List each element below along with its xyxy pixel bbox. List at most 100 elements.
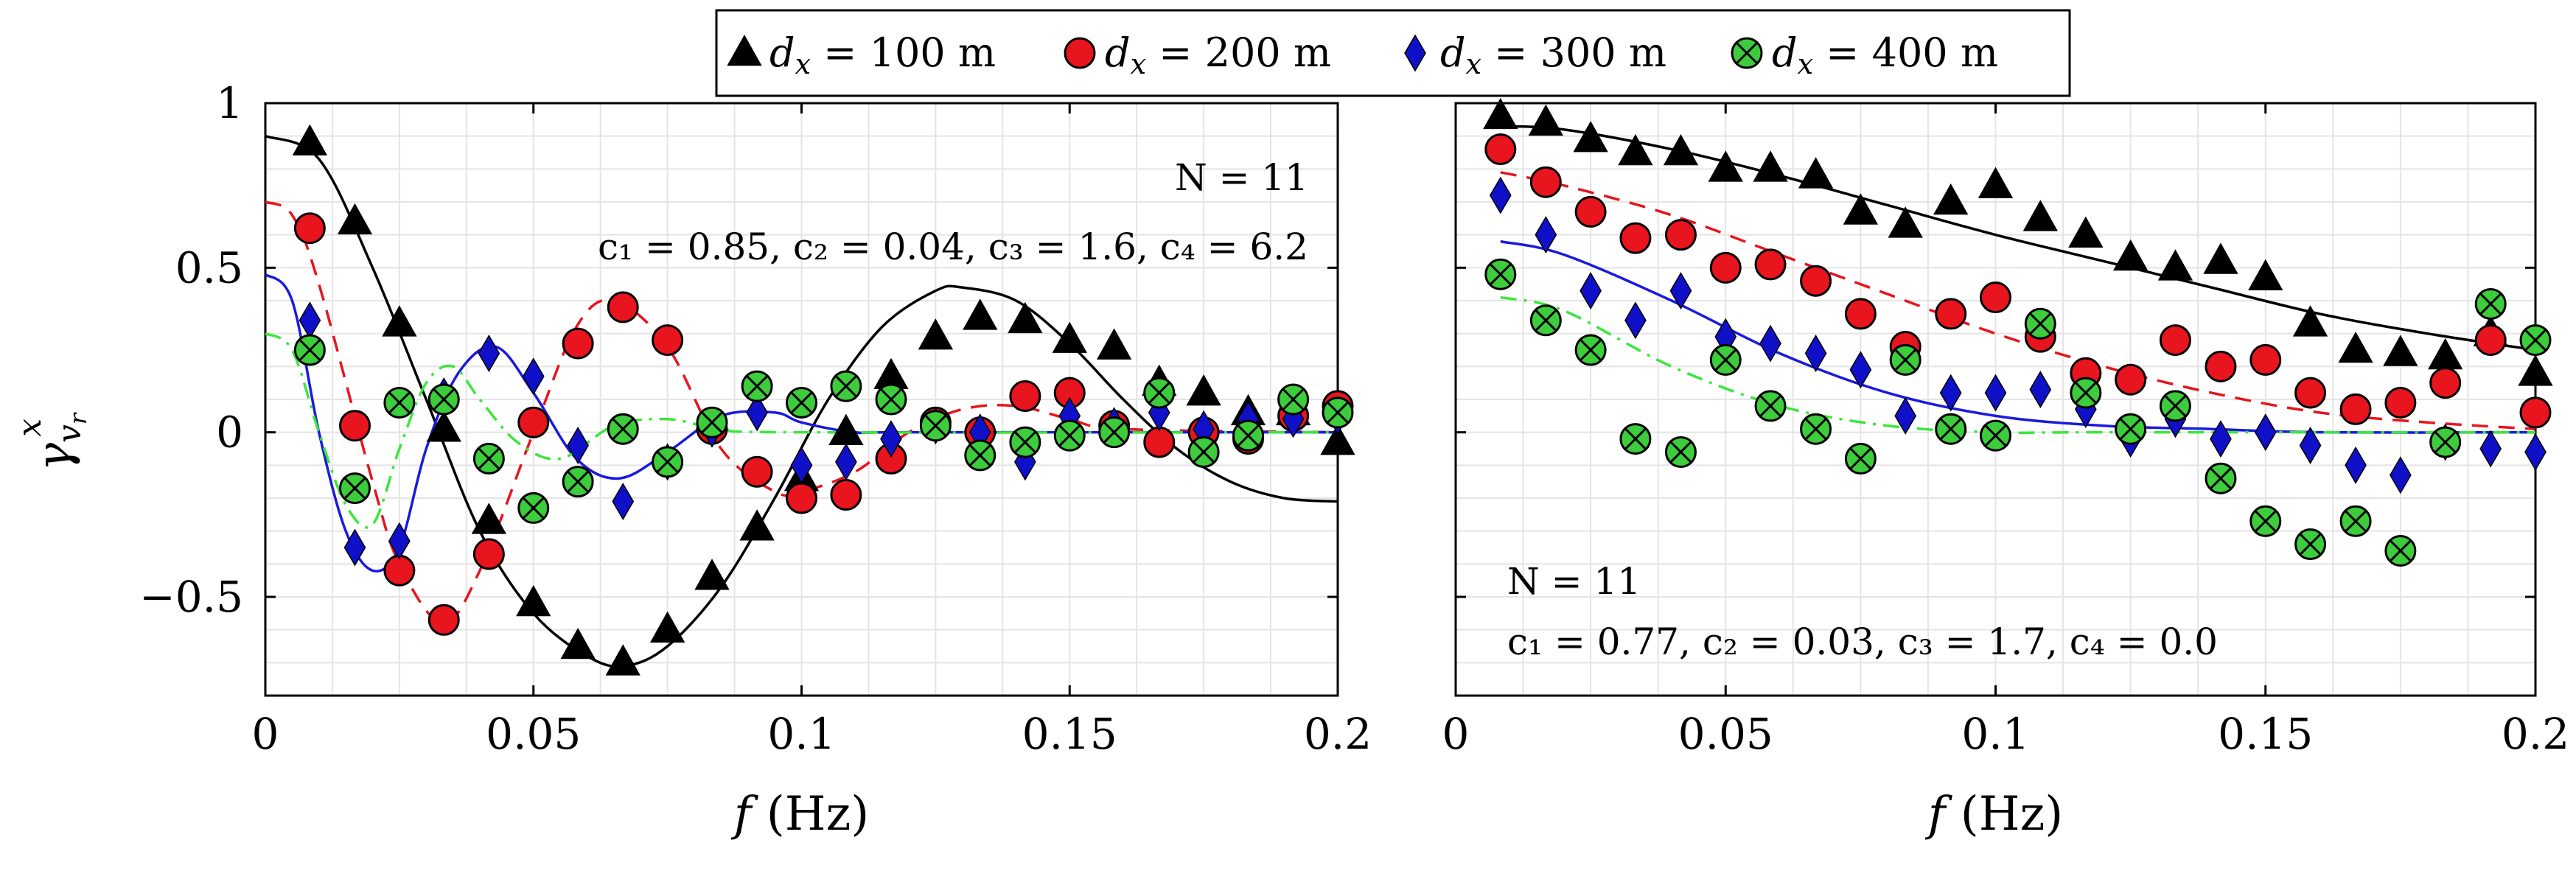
x-tick-label: 0.1 — [1961, 709, 2029, 759]
point-circle-cross — [2429, 426, 2462, 458]
annotation-coefficients: c₁ = 0.85, c₂ = 0.04, c₃ = 1.6, c₄ = 6.2 — [598, 225, 1308, 268]
point-triangle — [1618, 133, 1653, 166]
x-tick-label: 0 — [1442, 709, 1470, 759]
point-circle-cross — [1709, 343, 1742, 376]
point-triangle — [2248, 259, 2283, 291]
x-axis-title: f (Hz) — [731, 787, 870, 842]
data-points — [1483, 97, 2553, 567]
point-circle-cross — [786, 386, 817, 419]
point-circle-cross — [1889, 343, 1921, 376]
x-tick-label: 0.15 — [1022, 709, 1117, 759]
point-circle-cross — [1277, 383, 1310, 416]
series-d-x-100-m — [1483, 97, 2553, 386]
point-circle-cross — [1935, 413, 1967, 445]
point-diamond — [343, 528, 366, 567]
right-panel: 0 0.05 0.1 0.15 0.2 f (Hz) N = 11 c₁ = 0.77, c₂… — [1442, 97, 2569, 842]
point-circle — [2519, 396, 2552, 429]
annotation-coefficients: c₁ = 0.77, c₂ = 0.03, c₃ = 1.7, c₄ = 0.0 — [1507, 620, 2218, 663]
point-circle-cross — [1143, 377, 1176, 409]
legend: dx = 100 m dx = 200 m dx = 300 m dx = 400 m — [715, 9, 2071, 97]
point-circle-cross — [1484, 258, 1517, 290]
point-triangle — [1052, 321, 1087, 353]
point-triangle — [2022, 200, 2058, 231]
fit-lines — [265, 135, 1338, 668]
point-circle-cross — [1053, 419, 1086, 452]
point-diamond — [2345, 446, 2367, 484]
point-circle — [1529, 166, 1562, 198]
legend-item-4: dx = 400 m — [1731, 29, 1998, 80]
fit-line-d-x-400-m — [265, 332, 1338, 529]
point-circle-cross — [1980, 419, 2011, 452]
point-diamond — [1580, 272, 1602, 310]
data-points — [292, 124, 1355, 676]
point-triangle — [292, 124, 328, 155]
point-triangle — [337, 203, 373, 235]
point-circle-cross — [964, 439, 996, 472]
point-circle-cross — [517, 492, 550, 524]
point-triangle — [516, 584, 551, 617]
point-circle — [830, 479, 862, 511]
point-circle — [1844, 298, 1877, 330]
point-circle — [1980, 281, 2011, 314]
point-circle-cross — [652, 446, 684, 478]
point-diamond — [2254, 413, 2277, 452]
annotations: N = 11 c₁ = 0.77, c₂ = 0.03, c₃ = 1.7, c₄… — [1507, 560, 2218, 663]
point-circle — [383, 554, 416, 587]
point-triangle — [2203, 242, 2238, 274]
point-diamond — [2299, 427, 2322, 465]
point-diamond — [1669, 272, 1692, 310]
point-circle-cross — [741, 370, 773, 402]
point-diamond — [2479, 430, 2502, 468]
point-circle-cross — [1754, 390, 1787, 422]
legend-marker-circle-cross — [1731, 37, 1763, 69]
point-circle-cross — [2205, 462, 2237, 494]
point-circle-cross — [293, 334, 326, 366]
point-circle — [1935, 298, 1967, 330]
point-circle — [1619, 222, 1652, 254]
annotation-n: N = 11 — [1507, 560, 1641, 603]
point-diamond — [612, 482, 635, 520]
point-circle-cross — [2519, 324, 2552, 357]
point-circle-cross — [1664, 436, 1697, 468]
point-triangle — [1186, 374, 1221, 406]
point-diamond — [1535, 216, 1557, 254]
point-triangle — [1528, 104, 1563, 136]
point-circle — [562, 327, 594, 360]
series-d-x-100-m — [292, 124, 1355, 676]
point-circle — [652, 324, 684, 357]
point-circle — [2294, 377, 2327, 409]
point-triangle — [605, 644, 640, 676]
point-diamond — [1849, 351, 1872, 389]
legend-marker-circle — [1064, 37, 1096, 69]
point-triangle — [1798, 157, 1834, 189]
point-circle-cross — [607, 413, 639, 445]
point-circle-cross — [1529, 304, 1562, 337]
point-triangle — [649, 611, 685, 643]
point-triangle — [2292, 305, 2328, 337]
point-triangle — [963, 298, 998, 330]
point-triangle — [2518, 354, 2553, 386]
x-tick-label: 0.1 — [767, 709, 835, 759]
point-circle — [517, 406, 550, 438]
point-circle-cross — [2159, 390, 2191, 422]
point-diamond — [2524, 433, 2547, 471]
point-triangle — [2068, 216, 2104, 248]
point-circle — [741, 455, 773, 488]
point-triangle — [1483, 97, 1518, 130]
point-diamond — [2390, 456, 2412, 494]
point-circle — [293, 212, 326, 245]
point-circle-cross — [875, 383, 907, 416]
x-tick-label: 0.05 — [1678, 709, 1773, 759]
x-tick-label: 0.15 — [2218, 709, 2313, 759]
legend-label: dx = 400 m — [1772, 29, 1998, 80]
point-circle — [1009, 380, 1041, 413]
x-tick-label: 0.05 — [486, 709, 581, 759]
legend-label: dx = 200 m — [1105, 29, 1331, 80]
point-triangle — [1573, 121, 1608, 153]
point-circle-cross — [2115, 413, 2147, 445]
point-circle-cross — [427, 383, 460, 416]
x-tick-label: 0.2 — [2502, 709, 2569, 759]
legend-label: dx = 100 m — [769, 29, 996, 80]
point-triangle — [426, 410, 461, 442]
point-circle — [338, 410, 371, 442]
